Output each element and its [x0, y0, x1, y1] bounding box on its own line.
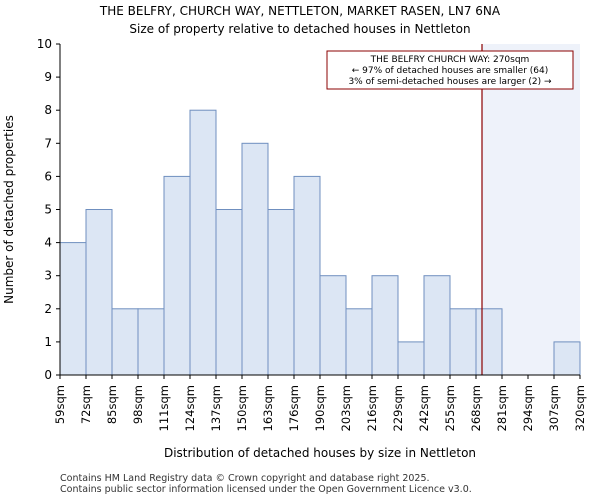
- x-tick-label: 229sqm: [391, 385, 405, 431]
- bar-111sqm: [163, 175, 191, 376]
- bar-242sqm: [423, 275, 451, 376]
- chart-title-block: THE BELFRY, CHURCH WAY, NETTLETON, MARKE…: [0, 0, 600, 38]
- annotation-border: [326, 50, 574, 90]
- bar-137sqm: [215, 209, 243, 376]
- bar-72sqm: [85, 209, 113, 376]
- x-tick-label: 242sqm: [417, 385, 431, 431]
- chart-title: THE BELFRY, CHURCH WAY, NETTLETON, MARKE…: [99, 4, 501, 18]
- x-axis-ticks: 59sqm 72sqm 85sqm 98sqm 111sqm 124sqm 137sqm 15…: [53, 375, 587, 431]
- bar-268sqm: [475, 308, 503, 376]
- annotation-line-1: THE BELFRY CHURCH WAY: 270sqm: [370, 55, 530, 65]
- footer-line-2: Contains public sector information licen…: [60, 484, 472, 495]
- x-tick-label: 281sqm: [495, 385, 509, 431]
- y-tick-label: 3: [44, 269, 52, 283]
- x-tick-label: 59sqm: [53, 385, 67, 424]
- bar-85sqm: [111, 308, 139, 376]
- y-tick-label: 5: [44, 203, 52, 217]
- y-tick-label: 0: [44, 368, 52, 382]
- bar-307sqm: [553, 341, 581, 376]
- x-axis-label: Distribution of detached houses by size …: [164, 446, 476, 460]
- bar-98sqm: [137, 308, 165, 376]
- bar-229sqm: [397, 341, 425, 376]
- y-tick-label: 9: [44, 70, 52, 84]
- x-tick-label: 98sqm: [131, 385, 145, 424]
- x-tick-label: 190sqm: [313, 385, 327, 431]
- x-tick-label: 150sqm: [235, 385, 249, 431]
- y-tick-label: 1: [44, 335, 52, 349]
- bar-124sqm: [189, 109, 217, 376]
- bar-150sqm: [241, 142, 269, 376]
- bar-190sqm: [319, 275, 347, 376]
- x-tick-label: 307sqm: [547, 385, 561, 431]
- annotation-line-2: ← 97% of detached houses are smaller (64…: [352, 66, 549, 76]
- x-tick-label: 111sqm: [157, 385, 171, 431]
- y-tick-label: 4: [44, 236, 52, 250]
- y-tick-label: 10: [37, 37, 52, 51]
- footer-line-1: Contains HM Land Registry data © Crown c…: [60, 473, 430, 484]
- y-axis-ticks: 0 1 2 3 4 5 6 7 8 9 10: [37, 37, 60, 382]
- y-tick-label: 2: [44, 302, 52, 316]
- bar-255sqm: [449, 308, 477, 376]
- bar-chart: THE BELFRY CHURCH WAY: 270sqm ← 97% of d…: [2, 37, 587, 460]
- x-tick-label: 255sqm: [443, 385, 457, 431]
- x-tick-label: 124sqm: [183, 385, 197, 431]
- x-tick-label: 85sqm: [105, 385, 119, 424]
- bar-216sqm: [371, 275, 399, 376]
- y-tick-label: 8: [44, 103, 52, 117]
- bar-59sqm: [59, 242, 87, 376]
- annotation-box: THE BELFRY CHURCH WAY: 270sqm ← 97% of d…: [326, 50, 574, 90]
- chart-subtitle: Size of property relative to detached ho…: [129, 22, 471, 36]
- footer: Contains HM Land Registry data © Crown c…: [60, 473, 472, 495]
- annotation-line-3: 3% of semi-detached houses are larger (2…: [348, 77, 552, 87]
- x-tick-label: 203sqm: [339, 385, 353, 431]
- bar-203sqm: [345, 308, 373, 376]
- x-tick-label: 163sqm: [261, 385, 275, 431]
- x-tick-label: 294sqm: [521, 385, 535, 431]
- x-tick-label: 216sqm: [365, 385, 379, 431]
- x-tick-label: 268sqm: [469, 385, 483, 431]
- x-tick-label: 137sqm: [209, 385, 223, 431]
- x-tick-label: 72sqm: [79, 385, 93, 424]
- bar-163sqm: [267, 209, 295, 376]
- y-axis-label: Number of detached properties: [2, 115, 16, 304]
- y-tick-label: 7: [44, 136, 52, 150]
- x-tick-label: 320sqm: [573, 385, 587, 431]
- y-tick-label: 6: [44, 169, 52, 183]
- bars-group: [59, 109, 581, 376]
- bar-176sqm: [293, 175, 321, 376]
- x-tick-label: 176sqm: [287, 385, 301, 431]
